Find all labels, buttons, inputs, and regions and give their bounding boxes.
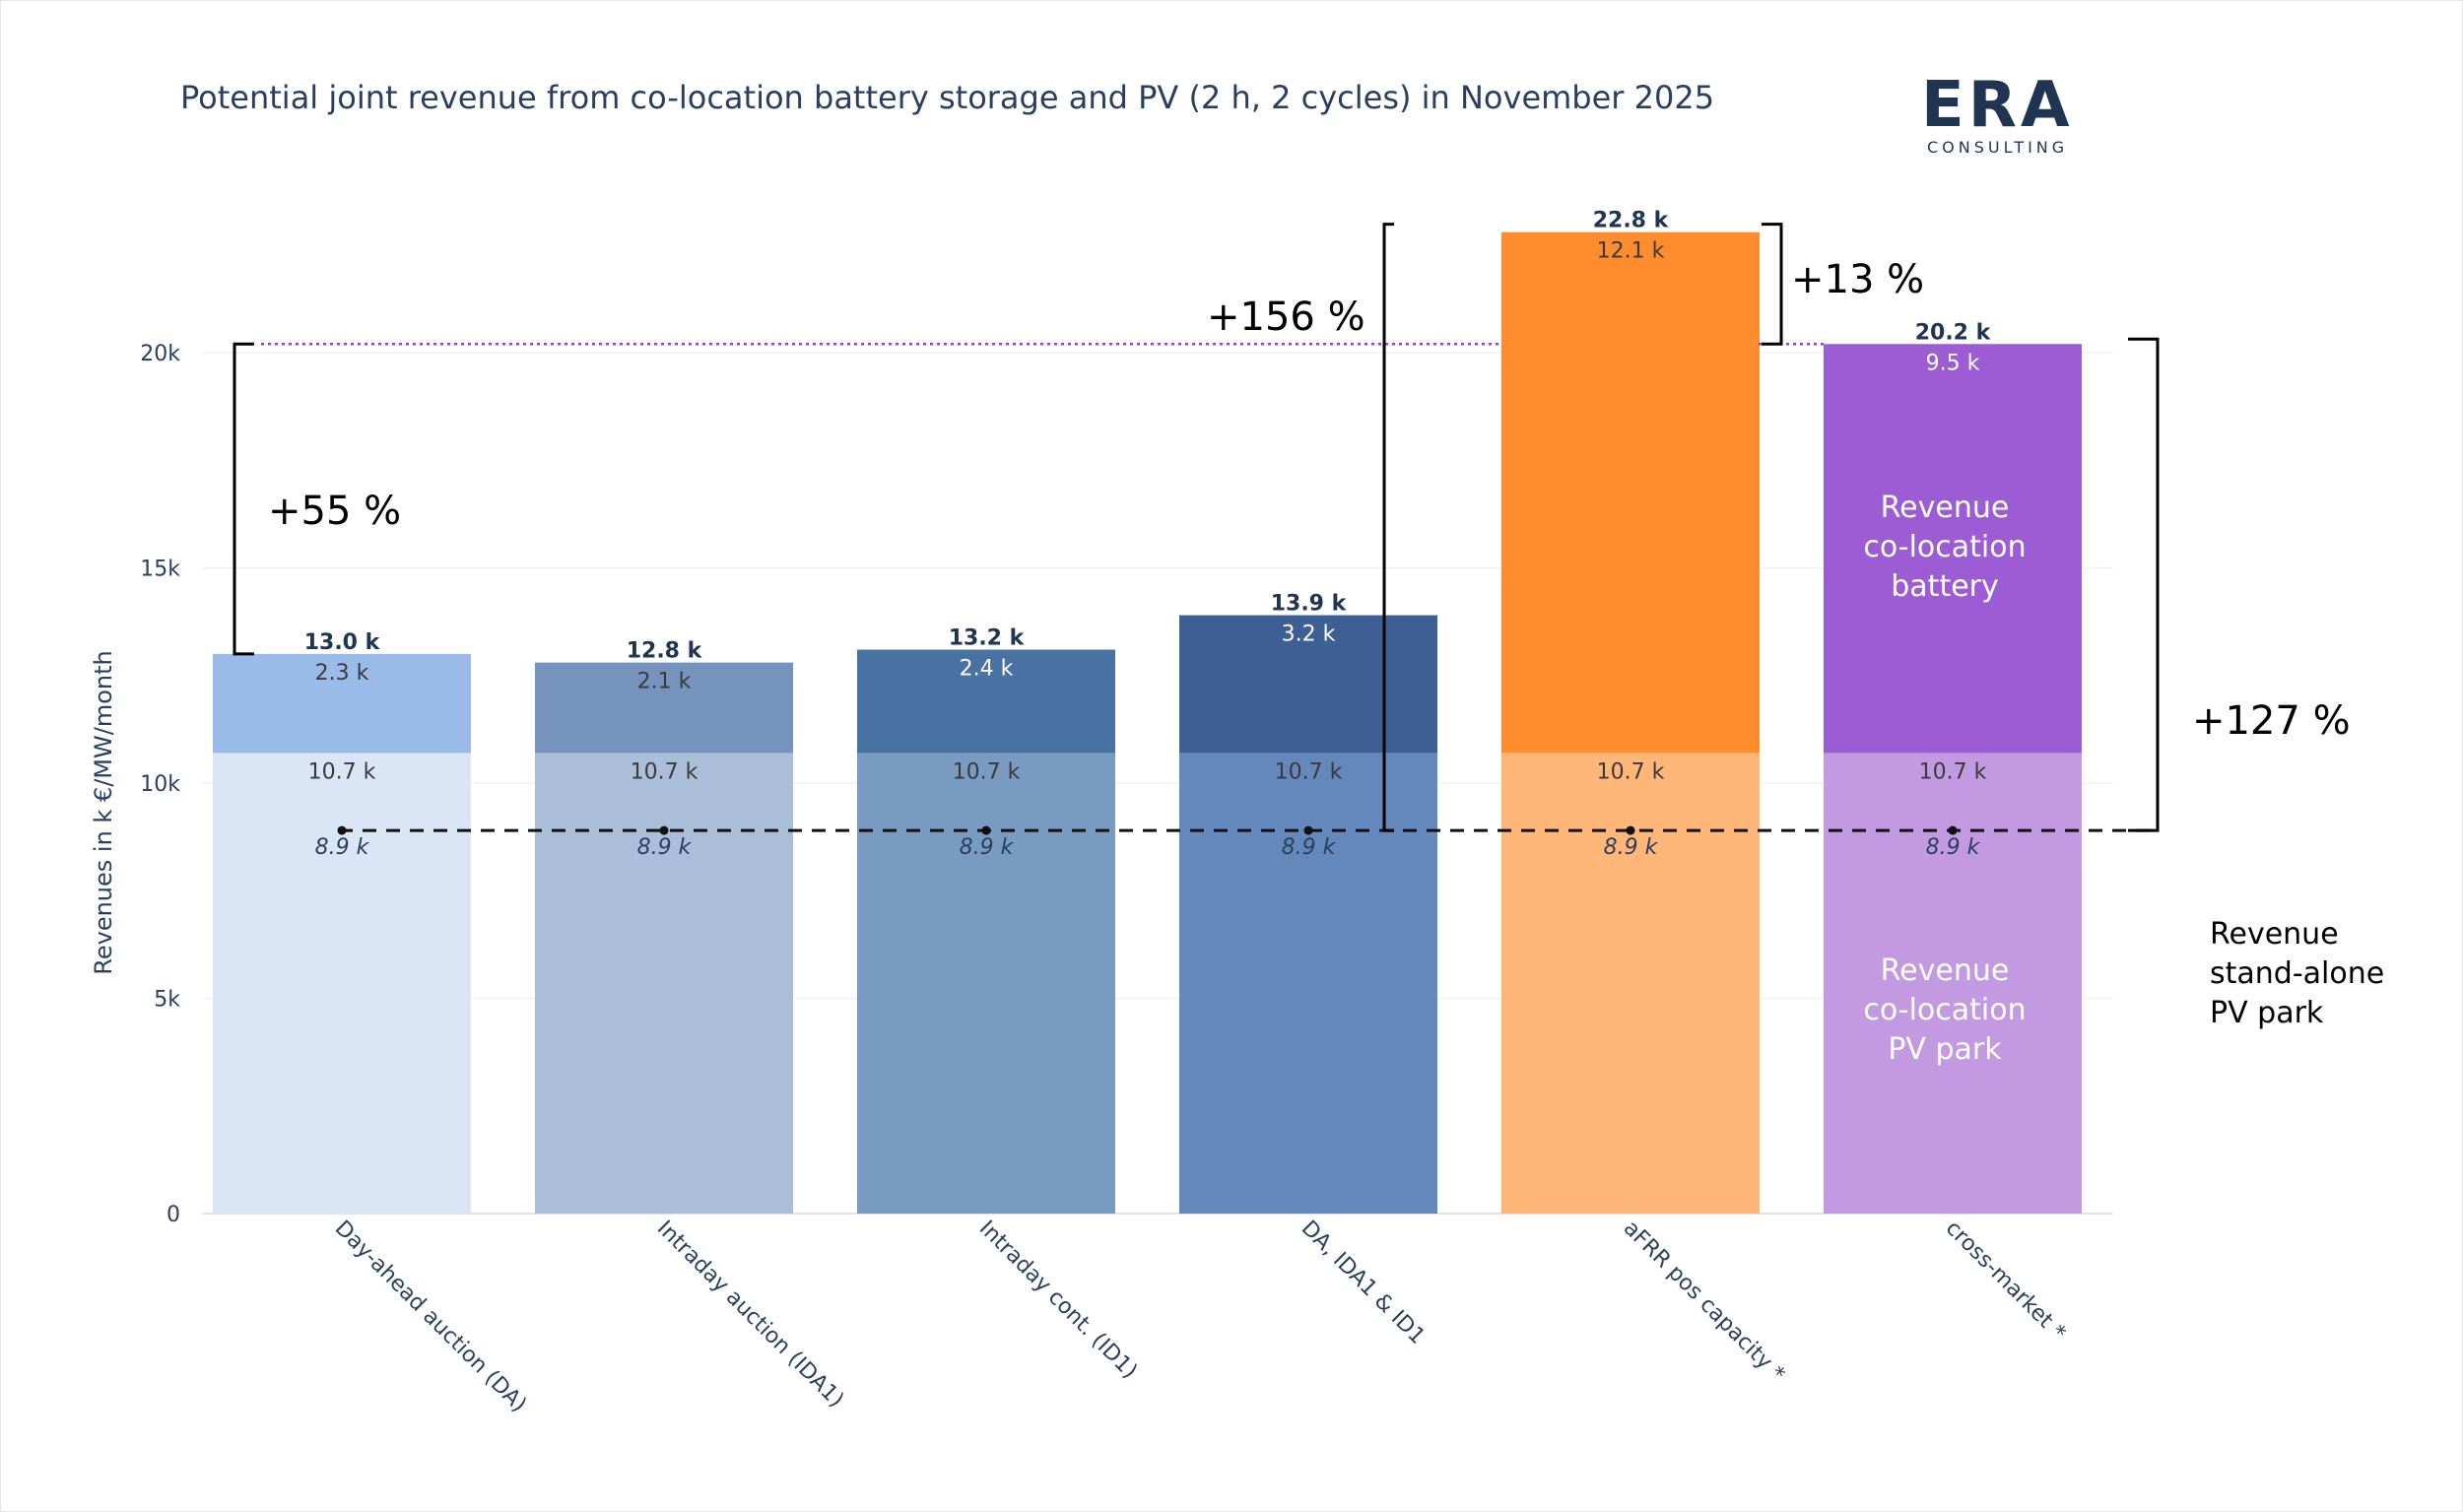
bar-top-segment — [1824, 344, 2082, 754]
reference-point — [337, 825, 347, 835]
total-value-label: 22.8 k — [1593, 209, 1670, 233]
total-value-label: 12.8 k — [627, 639, 703, 664]
x-tick-label: Intraday auction (IDA1) — [652, 1216, 848, 1413]
reference-point — [1948, 825, 1958, 835]
bar-top-segment — [213, 653, 471, 754]
top-value-label: 3.2 k — [1282, 623, 1336, 647]
pv-segment-label: Revenue — [1881, 953, 2010, 988]
bar-base-segment — [1179, 753, 1437, 1214]
pv-segment-label: co-location — [1863, 993, 2026, 1027]
y-tick-label: 15k — [140, 558, 180, 582]
base-value-label: 10.7 k — [308, 759, 376, 784]
battery-segment-label: Revenue — [1881, 491, 2010, 525]
era-consulting-logo: ERA CONSULTING — [1921, 69, 2079, 167]
chart-title: Potential joint revenue from co-location… — [180, 79, 1715, 116]
x-tick-label: DA, IDA1 & ID1 — [1297, 1216, 1430, 1349]
bar-top-segment — [535, 662, 793, 754]
annotation-55-pct: +55 % — [268, 489, 401, 534]
annotation-156-pct: +156 % — [1207, 295, 1365, 340]
reference-point — [659, 825, 669, 835]
battery-segment-label: co-location — [1863, 530, 2026, 564]
total-value-label: 20.2 k — [1915, 320, 1992, 345]
bar-top-segment — [1179, 615, 1437, 754]
logo-subtitle: CONSULTING — [1927, 138, 2069, 157]
bar-base-segment — [535, 753, 793, 1214]
bracket-127-pct — [2128, 337, 2160, 832]
base-value-label: 10.7 k — [1919, 759, 1987, 784]
x-tick-label: aFRR pos capacity * — [1619, 1216, 1790, 1388]
reference-value-label: 8.9 k — [1282, 835, 1337, 860]
y-tick-label: 20k — [140, 342, 180, 366]
base-value-label: 10.7 k — [1275, 759, 1343, 784]
base-value-label: 10.7 k — [1597, 759, 1665, 784]
pv-segment-label: PV park — [1888, 1032, 2002, 1067]
reference-value-label: 8.9 k — [315, 835, 370, 860]
top-value-label: 12.1 k — [1597, 239, 1665, 264]
top-value-label: 2.1 k — [637, 670, 692, 694]
reference-value-label: 8.9 k — [960, 835, 1015, 860]
top-value-label: 2.3 k — [315, 661, 369, 686]
battery-segment-label: battery — [1891, 569, 1999, 604]
bar-base-segment — [857, 753, 1115, 1214]
annotation-13-pct: +13 % — [1791, 257, 1924, 302]
reference-point — [981, 825, 991, 835]
y-tick-label: 5k — [154, 988, 180, 1013]
bracket-13-pct — [1762, 223, 1783, 346]
standalone-pv-label: stand-alone — [2210, 956, 2384, 991]
bar-base-segment — [213, 753, 471, 1214]
bar-top-segment — [1501, 231, 1760, 754]
x-tick-label: Day-ahead auction (DA) — [330, 1216, 531, 1417]
annotation-127-pct: +127 % — [2192, 698, 2351, 744]
x-tick-label: cross-market * — [1941, 1216, 2071, 1347]
total-value-label: 13.2 k — [949, 626, 1026, 651]
total-value-label: 13.0 k — [304, 630, 381, 655]
y-tick-label: 10k — [140, 772, 180, 797]
bar-top-segment — [857, 649, 1115, 754]
total-value-label: 13.9 k — [1271, 592, 1348, 617]
bar-base-segment — [1501, 753, 1760, 1214]
standalone-pv-label: Revenue — [2210, 917, 2339, 952]
reference-value-label: 8.9 k — [1926, 835, 1981, 860]
logo-wordmark: ERA — [1921, 69, 2074, 142]
base-value-label: 10.7 k — [631, 759, 699, 784]
reference-value-label: 8.9 k — [637, 835, 693, 860]
standalone-pv-label: PV park — [2210, 996, 2324, 1030]
x-tick-label: Intraday cont. (ID1) — [974, 1216, 1142, 1384]
bracket-55-pct — [233, 342, 254, 656]
top-value-label: 9.5 k — [1926, 351, 1980, 375]
reference-point — [1303, 825, 1313, 835]
base-value-label: 10.7 k — [953, 759, 1021, 784]
y-tick-label: 0 — [166, 1203, 180, 1227]
top-value-label: 2.4 k — [960, 657, 1014, 682]
bracket-156-pct — [1382, 223, 1394, 832]
reference-value-label: 8.9 k — [1604, 835, 1659, 860]
reference-point — [1626, 825, 1635, 835]
y-axis-label: Revenues in k €/MW/month — [90, 650, 117, 974]
